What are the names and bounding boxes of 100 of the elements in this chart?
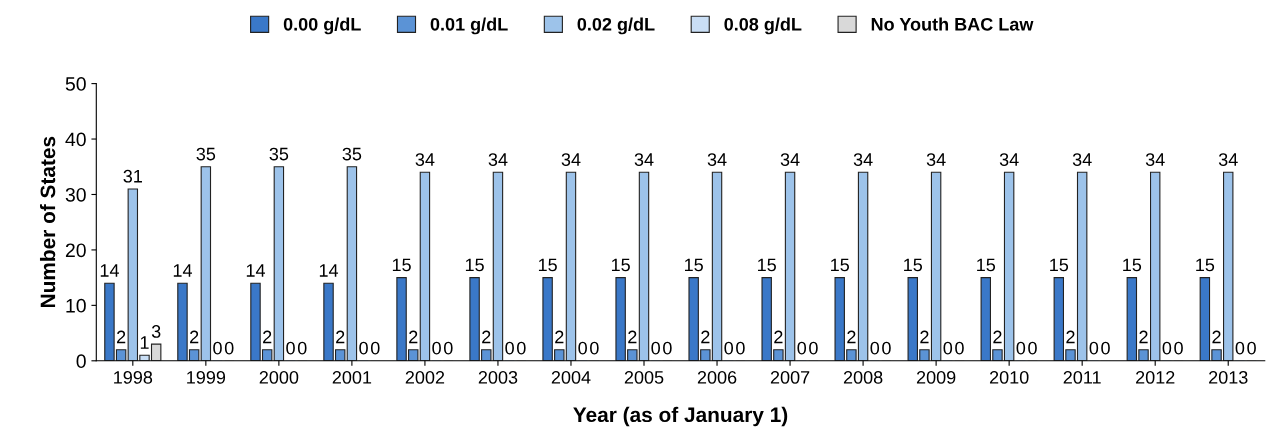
data-label: 0 xyxy=(370,341,380,355)
data-label: 0 xyxy=(797,341,807,355)
x-tick-label: 2011 xyxy=(1063,371,1101,384)
data-label: 34 xyxy=(853,153,873,166)
data-label: 0 xyxy=(286,341,295,355)
data-label: 0 xyxy=(213,341,222,355)
data-label: 34 xyxy=(561,153,581,166)
x-tick-label: 2000 xyxy=(259,371,299,384)
data-label: 34 xyxy=(634,153,654,166)
y-tick-label: 40 xyxy=(65,132,86,147)
data-label: 0 xyxy=(870,341,880,355)
data-label: 15 xyxy=(904,258,923,272)
x-tick-label: 1998 xyxy=(114,371,153,384)
data-label: 2 xyxy=(701,330,710,344)
data-label: 0 xyxy=(224,341,234,355)
data-label: 34 xyxy=(1072,153,1092,166)
data-label: 15 xyxy=(1050,258,1069,272)
data-label: 0 xyxy=(432,341,441,355)
data-label: 2 xyxy=(993,330,1002,344)
data-label: 0 xyxy=(517,341,526,355)
legend-label: 0.01 g/dL xyxy=(430,17,508,35)
data-label: 34 xyxy=(926,153,946,166)
x-tick-label: 2002 xyxy=(405,371,445,384)
data-label: 15 xyxy=(611,258,630,272)
x-tick-label: 2001 xyxy=(332,371,372,384)
x-tick-label: 2005 xyxy=(624,371,664,384)
y-tick-label: 0 xyxy=(76,354,86,369)
data-label: 15 xyxy=(977,258,996,272)
legend-label: No Youth BAC Law xyxy=(871,17,1034,31)
y-axis-title: Number of States xyxy=(39,136,56,308)
data-label: 0 xyxy=(955,341,964,355)
data-label: 0 xyxy=(651,341,661,355)
x-tick-label: 2006 xyxy=(697,371,737,384)
data-label: 0 xyxy=(1174,341,1183,355)
x-tick-label: 1999 xyxy=(187,371,226,384)
data-label: 0 xyxy=(943,341,953,355)
data-label: 2 xyxy=(482,330,491,344)
legend-label: 0.00 g/dL xyxy=(283,17,361,35)
data-label: 0 xyxy=(1101,341,1110,355)
x-tick-label: 2009 xyxy=(916,371,956,384)
data-label: 2 xyxy=(847,330,856,344)
data-label: 2 xyxy=(774,330,783,344)
data-label: 0 xyxy=(443,341,453,355)
data-label: 2 xyxy=(1139,330,1148,344)
data-label: 0 xyxy=(663,341,672,355)
x-tick-label: 2007 xyxy=(770,371,810,384)
data-label: 34 xyxy=(780,153,800,166)
data-label: 15 xyxy=(538,258,557,272)
data-label: 34 xyxy=(1145,153,1165,166)
data-label: 14 xyxy=(246,264,266,277)
data-label: 0 xyxy=(736,341,745,355)
data-label: 2 xyxy=(920,330,929,344)
legend-label: 0.02 g/dL xyxy=(577,17,655,35)
data-label: 0 xyxy=(1016,341,1026,355)
data-label: 15 xyxy=(392,258,411,272)
data-label: 2 xyxy=(409,330,418,344)
data-label: 15 xyxy=(1196,258,1215,272)
y-tick-label: 50 xyxy=(65,77,86,91)
data-label: 35 xyxy=(342,147,362,161)
data-label: 2 xyxy=(190,330,199,344)
data-label: 0 xyxy=(724,341,734,355)
data-label: 34 xyxy=(707,153,727,166)
data-label: 0 xyxy=(1247,341,1256,355)
data-label: 2 xyxy=(1066,330,1075,344)
data-label: 3 xyxy=(151,325,161,338)
x-tick-label: 2008 xyxy=(843,371,883,384)
data-label: 0 xyxy=(1028,341,1037,355)
data-label: 35 xyxy=(269,147,289,161)
data-label: 2 xyxy=(628,330,637,344)
data-label: 15 xyxy=(758,258,776,272)
data-label: 0 xyxy=(297,341,307,355)
data-label: 0 xyxy=(1162,341,1172,355)
data-label: 0 xyxy=(1089,341,1099,355)
data-label: 35 xyxy=(196,147,216,161)
data-label: 0 xyxy=(505,341,514,355)
data-label: 1 xyxy=(140,336,149,349)
data-label: 0 xyxy=(359,341,368,355)
y-tick-label: 10 xyxy=(66,298,86,313)
data-label: 0 xyxy=(882,341,891,355)
x-axis-title: Year (as of January 1) xyxy=(573,406,788,427)
data-label: 0 xyxy=(590,341,599,355)
x-tick-label: 2012 xyxy=(1136,371,1175,384)
data-label: 14 xyxy=(319,264,339,277)
data-label: 2 xyxy=(117,330,126,344)
data-label: 2 xyxy=(1212,330,1221,344)
data-label: 0 xyxy=(1235,341,1245,355)
x-tick-label: 2004 xyxy=(551,371,591,384)
data-label: 2 xyxy=(555,330,564,344)
data-label: 2 xyxy=(263,330,272,344)
data-label: 15 xyxy=(465,258,484,272)
data-label: 34 xyxy=(415,153,435,166)
data-label: 14 xyxy=(173,264,192,277)
data-label: 15 xyxy=(1123,258,1142,272)
y-tick-label: 30 xyxy=(65,187,86,202)
data-label: 0 xyxy=(578,341,587,355)
data-label: 31 xyxy=(123,169,142,183)
x-tick-label: 2003 xyxy=(478,371,518,384)
data-label: 34 xyxy=(1218,153,1238,166)
x-tick-label: 2013 xyxy=(1209,371,1248,384)
data-label: 0 xyxy=(809,341,818,355)
